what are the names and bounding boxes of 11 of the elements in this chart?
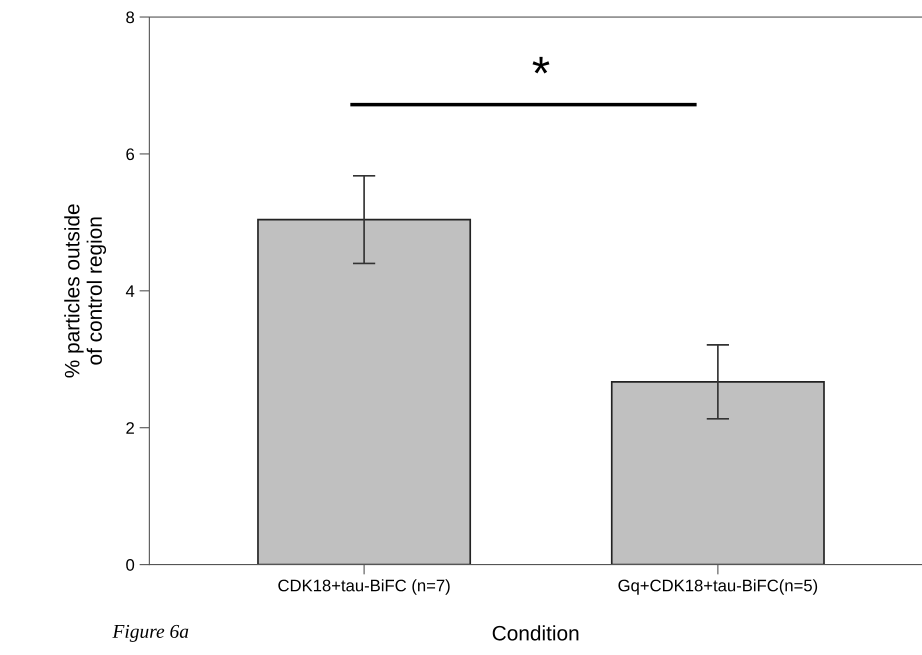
x-tick-label: CDK18+tau-BiFC (n=7) <box>278 579 450 595</box>
y-tick-label: 8 <box>126 11 134 24</box>
x-tick-label: Gq+CDK18+tau-BiFC(n=5) <box>618 579 818 595</box>
y-tick-label: 6 <box>126 148 134 160</box>
y-tick-label: 0 <box>126 559 134 571</box>
x-axis-title: Condition <box>492 625 578 641</box>
y-tick-label: 4 <box>126 285 134 297</box>
caption: Figure 6a <box>112 624 188 642</box>
y-tick-label: 2 <box>126 422 134 434</box>
annotation: * <box>532 56 550 74</box>
y-axis-title: % particles outside of control region <box>64 204 106 378</box>
